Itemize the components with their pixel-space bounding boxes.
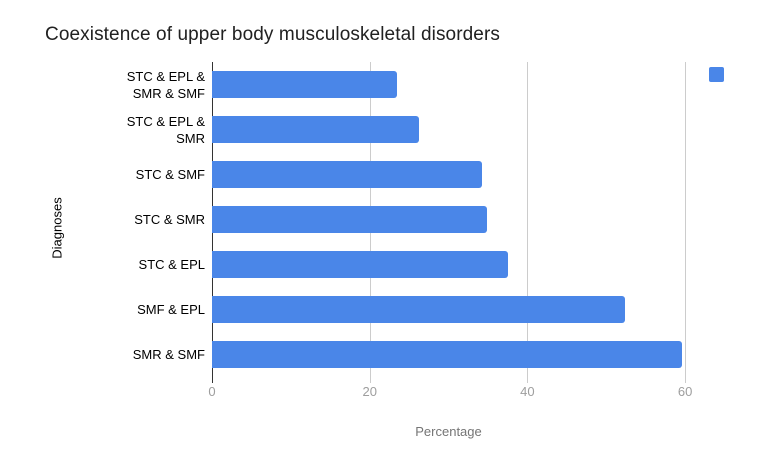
gridline	[527, 62, 529, 377]
bar-row	[212, 332, 693, 377]
bar-row	[212, 152, 693, 197]
x-tick-mark	[685, 377, 687, 383]
x-tick-label: 0	[208, 384, 216, 399]
bar	[212, 116, 420, 143]
bars	[212, 62, 693, 377]
legend-swatch	[709, 67, 724, 82]
chart-title: Coexistence of upper body musculoskeleta…	[45, 24, 501, 45]
x-tick-label: 20	[362, 384, 377, 399]
x-tick-mark	[527, 377, 529, 383]
category-label: SMF & EPL	[137, 302, 205, 317]
bar	[212, 341, 682, 368]
category-label: STC & EPL & SMR & SMF	[126, 68, 205, 101]
bar	[212, 251, 509, 278]
bar	[212, 296, 626, 323]
bar-row	[212, 242, 693, 287]
gridline	[685, 62, 687, 377]
x-axis-title: Percentage	[415, 424, 482, 439]
category-label: STC & SMR	[134, 212, 205, 227]
bar-row	[212, 62, 693, 107]
bar	[212, 206, 488, 233]
x-tick-label: 40	[520, 384, 535, 399]
bar-row	[212, 287, 693, 332]
x-tick-mark	[369, 377, 371, 383]
category-axis: STC & EPL & SMR & SMF STC & EPL & SMR STC …	[0, 62, 205, 377]
category-label: STC & EPL & SMR	[126, 113, 205, 146]
category-label: STC & EPL	[138, 257, 205, 272]
bar-row	[212, 197, 693, 242]
category-label: STC & SMF	[135, 167, 205, 182]
bar	[212, 71, 397, 98]
plot-area	[212, 62, 693, 377]
bar-row	[212, 107, 693, 152]
x-tick-label: 60	[677, 384, 693, 399]
x-tick-mark	[212, 377, 213, 383]
bar	[212, 161, 482, 188]
x-axis: 0 20 40 60	[208, 377, 693, 401]
category-label: SMR & SMF	[132, 347, 205, 362]
